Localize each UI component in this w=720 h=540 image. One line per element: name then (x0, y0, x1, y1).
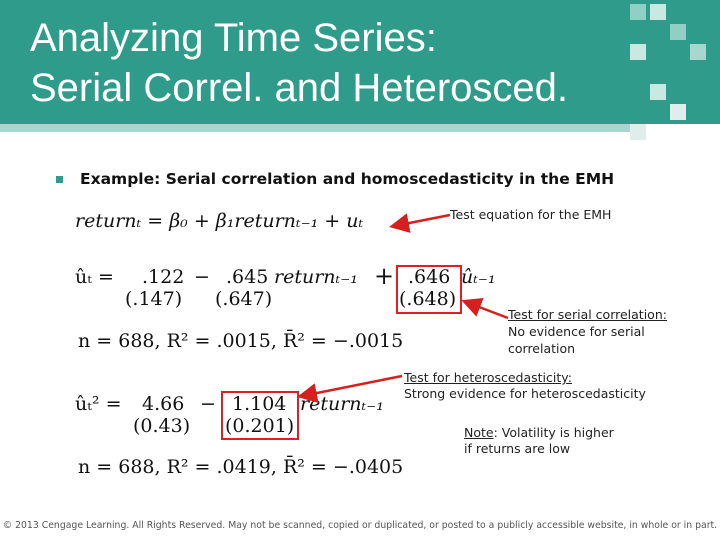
footer: © 2013 Cengage Learning. All Rights Rese… (2, 520, 718, 531)
equation: n = 688, R² = .0419, R̄² = −.0405 (78, 456, 404, 478)
std-error: (0.43) (133, 415, 191, 437)
annotation: Test equation for the EMH (450, 207, 612, 222)
note-label: Note (464, 425, 494, 440)
annotation: Note: Volatility is higher (464, 425, 614, 440)
annotation: correlation (508, 341, 576, 356)
coefficient: .645 (226, 266, 269, 288)
std-error: (.647) (215, 288, 273, 310)
header-bar (0, 0, 720, 124)
equation: ûₜ² = (75, 393, 122, 415)
bullet-text: Example: Serial correlation and homosced… (80, 170, 615, 188)
operator: + (374, 262, 395, 290)
bullet-marker (56, 176, 63, 183)
highlight-box (221, 391, 299, 440)
note-text: : Volatility is higher (493, 425, 614, 440)
std-error: (0.201) (225, 415, 295, 437)
variable: returnₜ₋₁ (274, 266, 358, 288)
equation: ûₜ = (75, 266, 114, 288)
variable: ûₜ₋₁ (461, 266, 496, 288)
arrow (297, 374, 403, 403)
arrow (461, 297, 509, 320)
operator: − (194, 266, 210, 288)
coefficient: 1.104 (232, 393, 287, 415)
annotation: Test for heteroscedasticity: (404, 370, 572, 385)
variable: returnₜ₋₁ (300, 393, 384, 415)
decoration (630, 4, 706, 140)
annotation: No evidence for serial (508, 324, 645, 339)
title: Serial Correl. and Heterosced. (30, 66, 569, 110)
title: Analyzing Time Series: (30, 16, 437, 60)
annotation: if returns are low (464, 441, 571, 456)
highlight-box (396, 265, 462, 314)
coefficient: 4.66 (142, 393, 185, 415)
std-error: (.648) (399, 288, 457, 310)
annotation: Test for serial correlation: (508, 307, 667, 322)
header-strip (0, 124, 640, 132)
equation: returnₜ = β₀ + β₁returnₜ₋₁ + uₜ (75, 210, 364, 232)
coefficient: .646 (408, 266, 451, 288)
operator: − (200, 393, 216, 415)
coefficient: .122 (142, 266, 185, 288)
annotation: Strong evidence for heteroscedasticity (404, 386, 646, 401)
arrow (389, 213, 451, 233)
std-error: (.147) (125, 288, 183, 310)
equation: n = 688, R² = .0015, R̄² = −.0015 (78, 330, 404, 352)
